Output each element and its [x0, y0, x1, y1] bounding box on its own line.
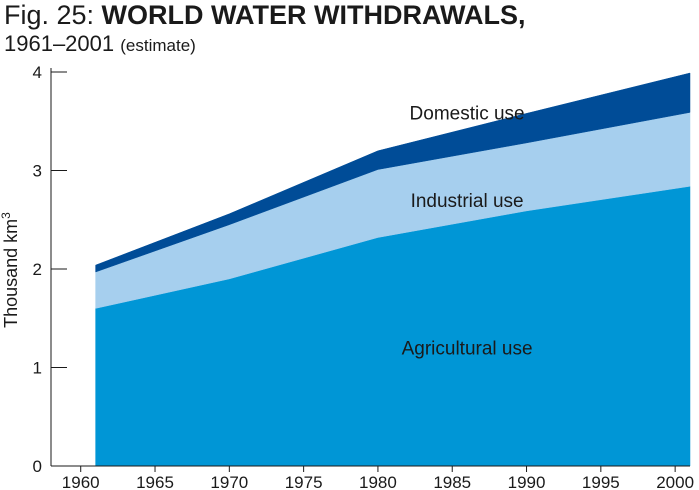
chart-title: Fig. 25: WORLD WATER WITHDRAWALS, — [4, 0, 526, 30]
x-tick-label-1975: 1975 — [285, 473, 323, 490]
y-tick-label-4: 4 — [33, 63, 42, 82]
chart-subtitle-note: (estimate) — [120, 36, 196, 55]
chart-title-main: WORLD WATER WITHDRAWALS, — [101, 0, 526, 30]
chart-subtitle-years: 1961–2001 — [4, 31, 115, 56]
y-tick-label-1: 1 — [33, 359, 42, 378]
x-tick-label-1995: 1995 — [582, 473, 620, 490]
x-tick-label-1965: 1965 — [136, 473, 174, 490]
y-axis-title: Thousand km3 — [0, 212, 21, 328]
axes: 0 1 2 3 4 1960 1965 1970 1975 1980 1985 1990 1995 200… — [33, 63, 695, 490]
y-tick-label-0: 0 — [33, 457, 42, 476]
area-labels: Domestic use Industrial use Agricultural u… — [402, 103, 533, 359]
y-axis-title-sup: 3 — [0, 212, 13, 219]
area-series-2 — [95, 72, 691, 273]
area-label-0: Agricultural use — [402, 339, 533, 360]
stacked-areas — [95, 72, 691, 467]
y-tick-label-2: 2 — [33, 260, 42, 279]
y-tick-label-3: 3 — [33, 162, 42, 181]
x-tick-label-1985: 1985 — [433, 473, 471, 490]
x-tick-label-1970: 1970 — [210, 473, 248, 490]
area-label-2: Domestic use — [410, 103, 525, 124]
chart-title-block: Fig. 25: WORLD WATER WITHDRAWALS, 1961–2… — [4, 0, 526, 60]
x-tick-label-1980: 1980 — [359, 473, 397, 490]
x-tick-label-1960: 1960 — [62, 473, 100, 490]
x-tick-label-1990: 1990 — [508, 473, 546, 490]
area-label-1: Industrial use — [411, 191, 524, 212]
chart-subtitle: 1961–2001 (estimate) — [4, 30, 526, 60]
x-tick-label-2000: 2000 — [656, 473, 694, 490]
y-axis-title-main: Thousand km — [1, 219, 21, 328]
chart-title-prefix: Fig. 25: — [4, 0, 102, 30]
